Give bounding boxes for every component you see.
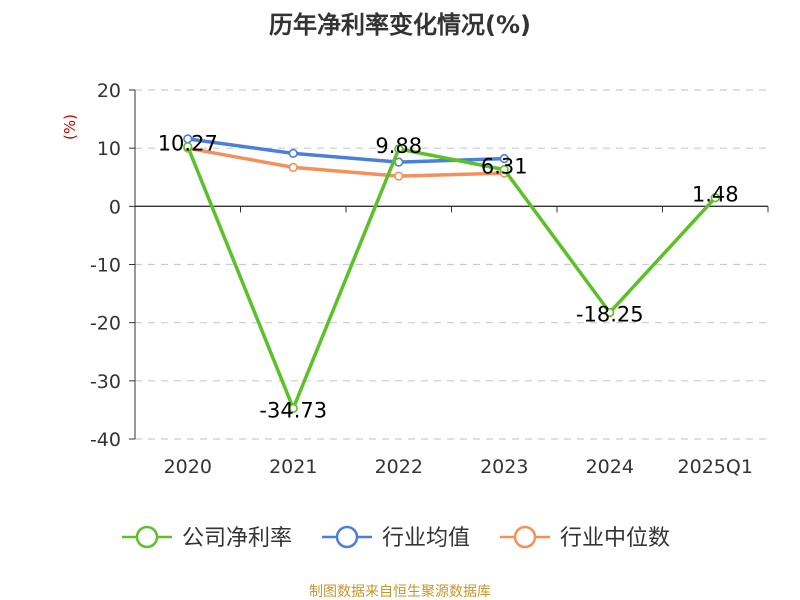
- data-point: [288, 162, 298, 172]
- data-point: [499, 154, 509, 164]
- data-point: [288, 148, 298, 159]
- legend-marker: [135, 525, 159, 549]
- legend-marker: [335, 525, 359, 549]
- source-note: 制图数据来自恒生聚源数据库: [309, 584, 491, 600]
- data-labels: 10.27 -34.73 9.88 6.31 -18.25 1.48: [158, 132, 739, 423]
- chart-title: 历年净利率变化情况(%): [269, 11, 531, 39]
- y-tick-label: -40: [90, 429, 121, 451]
- x-tick-label: 2025Q1: [678, 456, 753, 478]
- y-axis-label: (%): [61, 114, 79, 140]
- grid-lines: [135, 89, 768, 440]
- data-point: [394, 171, 404, 181]
- y-tick-label: 10: [97, 138, 121, 160]
- legend-label: 行业中位数: [560, 526, 670, 551]
- x-tick-label: 2021: [269, 456, 317, 478]
- y-tick-label: -20: [90, 313, 121, 335]
- legend-marker: [513, 525, 537, 549]
- x-tick-label: 2022: [375, 456, 423, 478]
- data-label: -18.25: [576, 302, 644, 326]
- y-tick-label: -10: [90, 255, 121, 277]
- x-tick-label: 2024: [586, 456, 634, 478]
- x-tick-label: 2023: [480, 456, 528, 478]
- data-label: 1.48: [692, 183, 739, 207]
- data-point: [499, 165, 509, 175]
- series-line: [186, 145, 717, 411]
- y-tick-label: -30: [90, 371, 121, 393]
- y-tick-label: 20: [97, 80, 121, 102]
- legend-label: 公司净利率: [182, 526, 292, 551]
- legend-label: 行业均值: [382, 526, 470, 551]
- data-point: [394, 144, 404, 154]
- data-label: 6.31: [481, 155, 528, 179]
- x-tick-label: 2020: [164, 456, 212, 478]
- axes: 20 10 0 -10 -20 -30 -40 2020 2021 2022 2023 2024 202…: [90, 80, 769, 478]
- data-label: -34.73: [259, 398, 327, 422]
- y-tick-label: 0: [109, 196, 121, 218]
- data-point: [710, 193, 720, 203]
- series-line: [187, 146, 505, 178]
- legend: 公司净利率 行业均值 行业中位数: [122, 525, 670, 551]
- data-point: [605, 307, 615, 318]
- data-point: [183, 141, 193, 152]
- series-layer: [183, 134, 720, 413]
- data-label: 9.88: [375, 134, 422, 158]
- data-label: 10.27: [158, 132, 218, 156]
- data-point: [288, 403, 298, 413]
